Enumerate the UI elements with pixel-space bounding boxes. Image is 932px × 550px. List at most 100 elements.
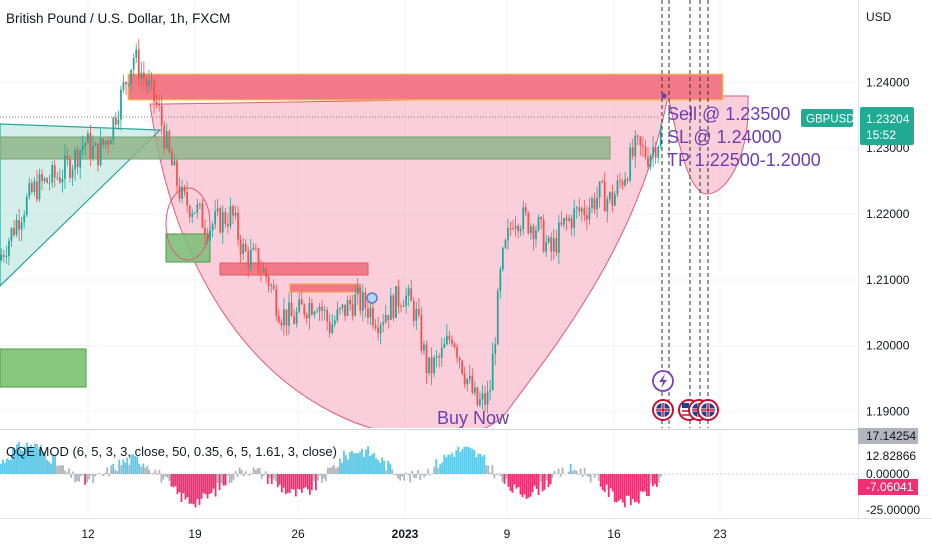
histogram-bar: [521, 474, 524, 497]
histogram-bar: [537, 474, 540, 496]
time-tick-label: 9: [504, 527, 511, 541]
candle-body: [652, 146, 654, 156]
histogram-bar: [104, 472, 107, 474]
histogram-bar: [122, 459, 125, 474]
triangle-pattern[interactable]: [0, 123, 162, 287]
symbol-badge[interactable]: GBPUSD 1.23204 15:52: [801, 107, 914, 145]
candle-body: [232, 206, 234, 216]
candle-body: [186, 192, 189, 206]
histogram-bar: [617, 474, 620, 501]
histogram-bar: [190, 474, 193, 504]
histogram-bar: [28, 447, 30, 474]
histogram-bar: [84, 474, 87, 485]
candle-body: [153, 79, 155, 102]
handle-pattern[interactable]: [667, 95, 749, 195]
supply-zone-low-1[interactable]: [219, 262, 369, 276]
demand-zone-mid[interactable]: [0, 136, 611, 160]
candle-body: [550, 237, 553, 252]
indicator-low-value: -7.06041: [866, 480, 914, 494]
supply-zone-top[interactable]: [127, 73, 724, 101]
candle-body: [527, 212, 530, 234]
histogram-bar: [415, 474, 418, 478]
histogram-bar: [164, 474, 167, 477]
histogram-bar: [543, 474, 546, 490]
candle-body: [435, 356, 438, 358]
candle-body: [305, 314, 308, 319]
candle-body: [540, 216, 542, 220]
histogram-bar: [266, 474, 269, 484]
candle-body: [489, 390, 492, 392]
histogram-bar: [581, 474, 584, 477]
indicator-label[interactable]: QQE MOD (6, 5, 3, 3, close, 50, 0.35, 6,…: [6, 444, 337, 459]
histogram-bar: [577, 474, 580, 475]
cup-pattern[interactable]: [149, 95, 669, 438]
candle-body: [158, 103, 161, 106]
time-scale[interactable]: 12 19 26 2023 9 16 23: [0, 518, 932, 542]
candle-body: [130, 69, 133, 85]
candle-body: [25, 196, 28, 216]
histogram-bar: [120, 465, 123, 474]
histogram-bar: [312, 474, 315, 482]
histogram-bar: [461, 449, 464, 474]
candle-body: [102, 138, 105, 145]
supply-zone-low-2[interactable]: [289, 283, 361, 293]
histogram-bar: [138, 463, 141, 474]
histogram-bar: [405, 472, 408, 474]
histogram-bar: [361, 448, 363, 474]
sl-annotation[interactable]: SL @ 1.24000: [667, 127, 782, 147]
histogram-bar: [463, 446, 466, 474]
histogram-bar: [208, 474, 211, 495]
histogram-bar: [425, 474, 428, 476]
candle-body: [575, 207, 578, 209]
histogram-bar: [549, 474, 552, 485]
candle-body: [445, 335, 448, 345]
buy-annotation[interactable]: Buy Now: [437, 408, 510, 428]
histogram-bar: [575, 470, 578, 474]
demand-zone-bottom[interactable]: [0, 348, 87, 388]
histogram-bar: [156, 474, 159, 475]
highlight-ellipse[interactable]: [165, 187, 211, 261]
histogram-bar: [599, 474, 602, 487]
histogram-bar: [607, 474, 610, 497]
price-scale[interactable]: USD 1.240001.230001.220001.210001.200001…: [858, 0, 910, 518]
candle-body: [654, 146, 657, 158]
candle-body: [369, 307, 372, 318]
histogram-bar: [86, 474, 89, 483]
candle-body: [585, 215, 588, 220]
indicator-scale[interactable]: 17.14254 12.82866 0.00000 -7.06041 -25.0…: [858, 428, 920, 517]
histogram-bar: [403, 474, 406, 481]
histogram-bar: [439, 464, 442, 474]
sell-point[interactable]: [661, 93, 667, 99]
candle-body: [491, 353, 494, 391]
histogram-bar: [517, 474, 520, 488]
time-tick-label: 16: [607, 527, 621, 541]
candle-body: [86, 133, 89, 144]
demand-zone-left[interactable]: [165, 233, 211, 263]
candle-body: [379, 324, 382, 334]
candle-body: [384, 314, 387, 323]
candle-body: [132, 57, 135, 70]
histogram-bar: [623, 474, 626, 508]
histogram-bar: [589, 474, 592, 483]
candle-body: [331, 324, 334, 334]
candle-body: [361, 292, 364, 311]
candle-body: [377, 328, 379, 334]
candle-body: [453, 343, 456, 348]
histogram-bar: [545, 474, 548, 481]
candle-body: [522, 207, 525, 230]
event-icons[interactable]: [652, 370, 719, 421]
candle-body: [428, 357, 430, 374]
histogram-bar: [292, 474, 295, 490]
candle-body: [466, 378, 469, 385]
candle-body: [15, 220, 18, 236]
tp-annotation[interactable]: TP 1.22500-1.2000: [667, 150, 821, 170]
alert-marker[interactable]: [366, 292, 378, 304]
histogram-bar: [216, 474, 219, 484]
histogram-bar: [541, 474, 544, 492]
candle-body: [265, 268, 267, 278]
histogram-bar: [645, 474, 648, 497]
candle-body: [127, 84, 130, 86]
histogram-bar: [441, 462, 444, 474]
sell-annotation[interactable]: Sell @ 1.23500: [667, 104, 790, 124]
